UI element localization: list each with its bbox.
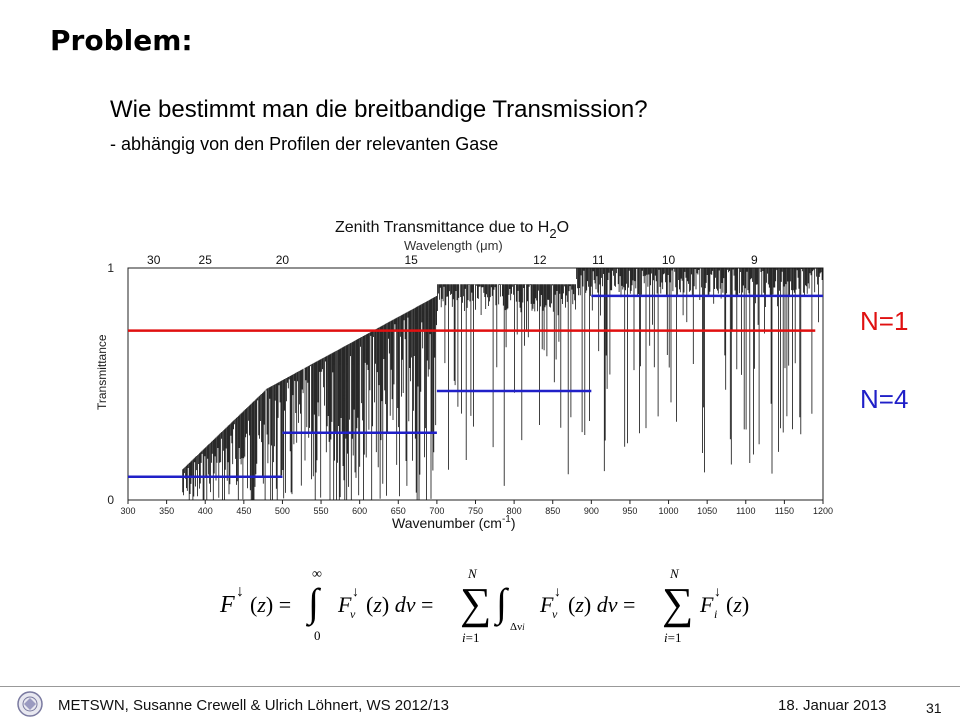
- svg-text:F: F: [219, 592, 235, 618]
- wavelength-ticks: 30 25 20 15 12 11 10 9: [147, 253, 758, 267]
- svg-text:↓: ↓: [554, 585, 561, 600]
- x-tick-label: 300: [120, 506, 135, 516]
- svg-text:↓: ↓: [352, 585, 359, 600]
- page-number: 31: [926, 700, 942, 716]
- svg-text:i=1: i=1: [664, 630, 681, 645]
- x-tick-label: 700: [429, 506, 444, 516]
- question-heading: Wie bestimmt man die breitbandige Transm…: [110, 96, 648, 123]
- x-tick-label: 850: [545, 506, 560, 516]
- slide-title: Problem:: [50, 24, 193, 57]
- svg-text:F: F: [699, 592, 714, 617]
- x-tick-label: 1050: [697, 506, 717, 516]
- svg-text:ν: ν: [552, 607, 558, 621]
- svg-text:i: i: [714, 607, 717, 621]
- chart-title: Zenith Transmittance due to H2O: [335, 219, 569, 241]
- svg-text:N: N: [467, 566, 478, 581]
- y-axis-label: Transmittance: [95, 334, 109, 410]
- x-tick-label: 1000: [659, 506, 679, 516]
- svg-text:↓: ↓: [714, 585, 721, 600]
- x-tick-label: 950: [622, 506, 637, 516]
- wavelength-tick-label: 9: [751, 253, 758, 267]
- svg-text:i=1: i=1: [462, 630, 479, 645]
- x-tick-label: 750: [468, 506, 483, 516]
- wavelength-tick-label: 11: [592, 253, 605, 267]
- wavelength-tick-label: 15: [404, 253, 418, 267]
- overlay-lines: [128, 294, 823, 479]
- svg-text:(z): (z): [726, 592, 749, 617]
- x-tick-label: 800: [507, 506, 522, 516]
- transmittance-chart: Zenith Transmittance due to H2O Waveleng…: [80, 210, 850, 540]
- x-tick-label: 500: [275, 506, 290, 516]
- x-tick-label: 600: [352, 506, 367, 516]
- svg-text:↓: ↓: [236, 583, 244, 600]
- wavelength-tick-label: 10: [662, 253, 676, 267]
- spectrum-trace: [182, 268, 823, 500]
- x-tick-label: 1100: [736, 506, 755, 516]
- university-logo-icon: [16, 690, 44, 718]
- y-tick-label: 1: [107, 261, 114, 275]
- svg-text:(z) =: (z) =: [250, 592, 291, 617]
- x-tick-label: 450: [236, 506, 251, 516]
- x-tick-label: 650: [391, 506, 406, 516]
- sub-bullet: - abhängig von den Profilen der relevant…: [110, 134, 499, 154]
- svg-text:0: 0: [314, 628, 321, 643]
- x-ticks: 300 350 400 450 500 550 600 650 700 750 800 850 900 9…: [120, 500, 833, 516]
- x-tick-label: 350: [159, 506, 174, 516]
- x-tick-label: 550: [314, 506, 329, 516]
- svg-text:(z) dν =: (z) dν =: [366, 592, 433, 617]
- n1-label: N=1: [860, 306, 909, 336]
- y-ticks: 10: [107, 261, 114, 507]
- spectrum-path: [182, 268, 823, 500]
- svg-text:(z) dν =: (z) dν =: [568, 592, 635, 617]
- svg-text:∑: ∑: [460, 579, 491, 628]
- footer-date: 18. Januar 2013: [778, 697, 887, 714]
- x-axis-label: Wavenumber (cm-1): [392, 514, 516, 531]
- x-tick-label: 400: [198, 506, 213, 516]
- y-tick-label: 0: [107, 493, 114, 507]
- footer-course: METSWN, Susanne Crewell & Ulrich Löhnert…: [58, 697, 449, 714]
- svg-text:ν: ν: [350, 607, 356, 621]
- svg-text:F: F: [337, 592, 352, 617]
- svg-text:Δνi: Δνi: [510, 621, 525, 633]
- wavelength-tick-label: 12: [533, 253, 547, 267]
- svg-text:∫: ∫: [305, 580, 322, 627]
- wavelength-tick-label: 25: [199, 253, 213, 267]
- wavelength-axis-label: Wavelength (μm): [404, 238, 503, 253]
- transmission-formula: F ↓ (z) = ∫ ∞ 0 F ↓ ν (z) dν = ∑ N i=1 ∫…: [200, 560, 800, 650]
- svg-text:∑: ∑: [662, 579, 693, 628]
- footer-divider: [0, 686, 960, 687]
- x-tick-label: 1150: [775, 506, 794, 516]
- svg-text:N: N: [669, 566, 680, 581]
- wavelength-tick-label: 20: [276, 253, 290, 267]
- svg-text:F: F: [539, 592, 554, 617]
- x-tick-label: 1200: [813, 506, 833, 516]
- wavelength-tick-label: 30: [147, 253, 161, 267]
- x-tick-label: 900: [584, 506, 599, 516]
- svg-text:∞: ∞: [312, 567, 322, 582]
- svg-text:∫: ∫: [493, 580, 510, 627]
- n4-label: N=4: [860, 384, 909, 414]
